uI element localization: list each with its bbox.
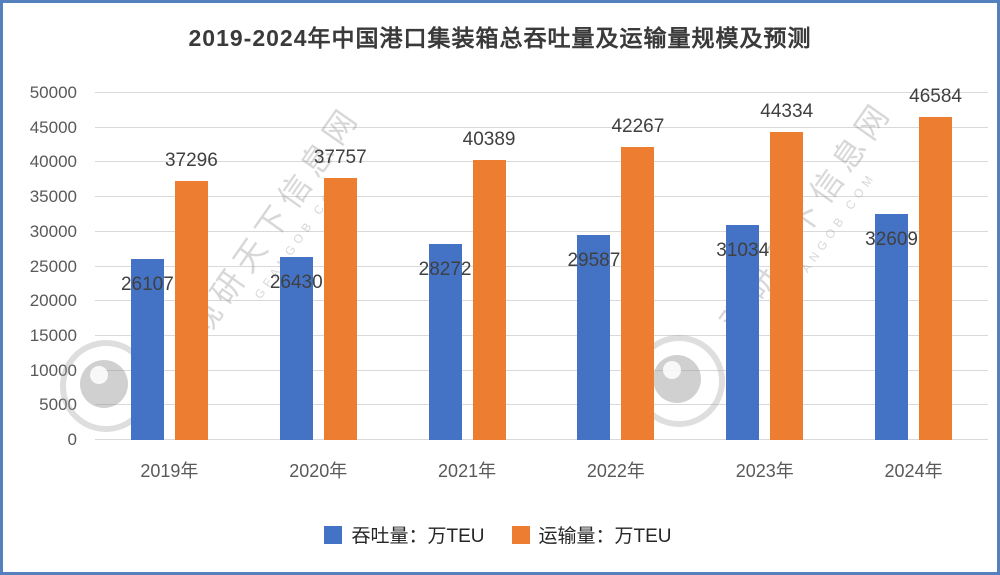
bar-transport-2020年 <box>323 177 357 440</box>
legend-swatch-transport <box>511 525 530 544</box>
bar-throughput-2024年 <box>875 213 909 440</box>
gridline-5000 <box>95 404 988 406</box>
gridline-0 <box>95 439 988 440</box>
bar-group-2024年: 32609 46584 <box>839 86 988 440</box>
watermark-eye-logo <box>633 335 725 427</box>
value-label-throughput-2019年: 26107 <box>120 273 174 295</box>
bar-group-2020年: 26430 37757 <box>244 93 393 440</box>
bar-transport-2023年 <box>770 132 804 440</box>
gridline-20000 <box>95 300 988 302</box>
gridline-35000 <box>95 196 988 198</box>
bar-transport-2019年 <box>174 181 208 440</box>
legend-swatch-throughput <box>324 525 343 544</box>
gridline-30000 <box>95 230 988 232</box>
bar-group-2022年: 29587 42267 <box>541 93 690 440</box>
x-tick-label-2022年: 2022年 <box>586 461 645 481</box>
value-label-transport-2019年: 37296 <box>164 150 218 172</box>
bar-throughput-2019年 <box>130 258 164 440</box>
value-label-throughput-2021年: 28272 <box>418 258 472 280</box>
gridline-10000 <box>95 369 988 371</box>
x-tick-label-2020年: 2020年 <box>289 461 348 481</box>
bar-group-2019年: 26107 37296 <box>95 93 244 440</box>
x-tick-label-2019年: 2019年 <box>140 461 199 481</box>
y-tick-label-20000: 20000 <box>29 291 77 311</box>
value-label-throughput-2022年: 29587 <box>567 249 621 271</box>
gridline-15000 <box>95 334 988 336</box>
value-label-transport-2021年: 40389 <box>462 128 516 150</box>
x-axis: 2019年 2020年 2021年 2022年 2023年 2024年 <box>95 457 988 483</box>
value-label-throughput-2023年: 31034 <box>716 239 770 261</box>
y-tick-label-30000: 30000 <box>29 221 77 241</box>
value-label-throughput-2024年: 32609 <box>865 228 918 250</box>
gridline-25000 <box>95 265 988 267</box>
legend-label-transport: 运输量：万TEU <box>538 526 672 547</box>
chart-title: 2019-2024年中国港口集装箱总吞吐量及运输量规模及预测 <box>188 25 812 51</box>
bar-transport-2024年 <box>919 116 953 440</box>
plot-area: 26107 37296 26430 37757 28272 40389 29587 42267… <box>95 86 988 440</box>
y-tick-label-35000: 35000 <box>29 187 77 207</box>
value-label-transport-2024年: 46584 <box>909 85 962 107</box>
y-tick-label-50000: 50000 <box>29 83 77 102</box>
y-tick-label-25000: 25000 <box>29 256 77 276</box>
bar-groups: 26107 37296 26430 37757 28272 40389 29587 42267… <box>95 86 988 440</box>
x-tick-label-2023年: 2023年 <box>735 461 794 481</box>
value-label-throughput-2020年: 26430 <box>269 271 323 293</box>
bar-group-2021年: 28272 40389 <box>393 93 542 440</box>
bar-throughput-2023年 <box>726 224 760 440</box>
bar-transport-2021年 <box>472 159 506 440</box>
legend-label-throughput: 吞吐量：万TEU <box>351 526 485 547</box>
gridline-40000 <box>95 161 988 163</box>
y-tick-label-15000: 15000 <box>29 325 77 345</box>
value-label-transport-2022年: 42267 <box>611 115 665 137</box>
x-tick-label-2024年: 2024年 <box>884 461 943 481</box>
gridline-45000 <box>95 126 988 128</box>
gridline-50000 <box>95 92 988 93</box>
bar-transport-2022年 <box>621 146 655 440</box>
bar-throughput-2022年 <box>577 234 611 440</box>
legend: 吞吐量：万TEU 运输量：万TEU <box>3 521 997 548</box>
y-tick-label-40000: 40000 <box>29 152 77 172</box>
y-tick-label-0: 0 <box>67 430 77 449</box>
y-tick-label-45000: 45000 <box>29 117 77 137</box>
value-label-transport-2020年: 37757 <box>313 146 367 168</box>
value-label-transport-2023年: 44334 <box>760 101 814 123</box>
x-tick-label-2021年: 2021年 <box>438 461 497 481</box>
bar-throughput-2020年 <box>279 256 313 440</box>
bar-throughput-2021年 <box>428 243 462 440</box>
bar-group-2023年: 31034 44334 <box>690 93 839 440</box>
